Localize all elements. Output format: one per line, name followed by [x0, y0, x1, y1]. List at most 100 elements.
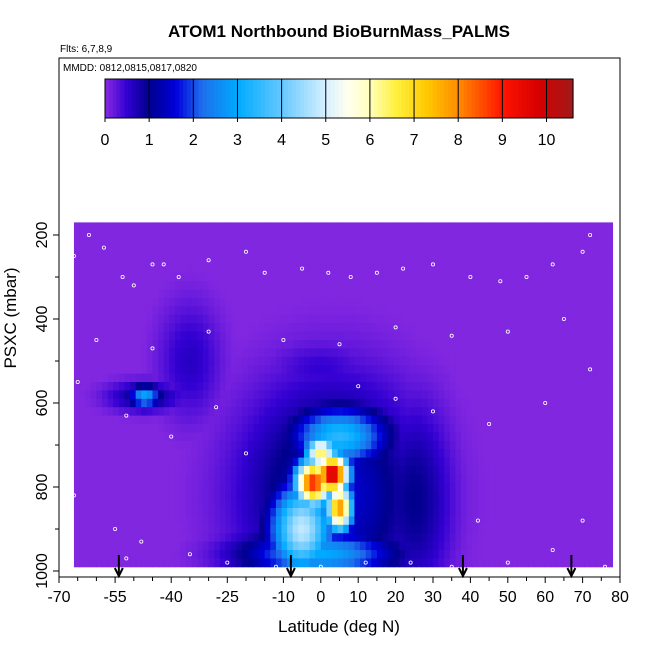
- heatmap-cell: [197, 373, 204, 383]
- heatmap-cell: [365, 474, 372, 484]
- heatmap-cell: [416, 424, 423, 433]
- heatmap-cell: [427, 415, 434, 425]
- heatmap-cell: [500, 289, 507, 299]
- heatmap-cell: [376, 466, 384, 475]
- heatmap-cell: [477, 541, 484, 551]
- heatmap-cell: [578, 415, 585, 425]
- heatmap-cell: [455, 457, 462, 467]
- heatmap-cell: [528, 272, 535, 282]
- heatmap-cell: [365, 281, 372, 291]
- heatmap-cell: [309, 314, 316, 324]
- heatmap-cell: [556, 239, 563, 249]
- heatmap-cell: [158, 298, 165, 307]
- heatmap-cell: [371, 222, 378, 232]
- heatmap-cell: [264, 382, 271, 391]
- heatmap-cell: [275, 398, 283, 408]
- heatmap-cell: [73, 264, 81, 274]
- heatmap-cell: [595, 281, 602, 291]
- heatmap-cell: [85, 306, 92, 316]
- heatmap-cell: [191, 289, 198, 299]
- heatmap-cell: [298, 382, 305, 391]
- heatmap-cell: [348, 558, 355, 568]
- heatmap-cell: [174, 449, 182, 459]
- heatmap-cell: [348, 264, 355, 274]
- heatmap-cell: [197, 533, 204, 543]
- heatmap-cell: [562, 298, 569, 307]
- heatmap-cell: [360, 348, 367, 358]
- heatmap-cell: [500, 390, 507, 400]
- heatmap-cell: [107, 298, 114, 307]
- heatmap-cell: [169, 457, 176, 467]
- heatmap-cell: [219, 382, 226, 391]
- heatmap-cell: [376, 289, 384, 299]
- heatmap-cell: [315, 314, 322, 324]
- heatmap-cell: [388, 398, 395, 408]
- heatmap-cell: [85, 466, 92, 475]
- heatmap-cell: [141, 516, 148, 526]
- heatmap-cell: [601, 314, 608, 324]
- heatmap-cell: [388, 272, 395, 282]
- heatmap-cell: [567, 432, 574, 442]
- heatmap-cell: [455, 356, 462, 366]
- heatmap-cell: [601, 239, 608, 249]
- heatmap-cell: [354, 314, 361, 324]
- heatmap-cell: [382, 524, 389, 534]
- heatmap-cell: [208, 306, 215, 316]
- heatmap-cell: [102, 272, 109, 282]
- heatmap-cell: [505, 298, 513, 307]
- heatmap-cell: [214, 424, 221, 433]
- heatmap-cell: [601, 474, 608, 484]
- heatmap-cell: [562, 466, 569, 475]
- heatmap-cell: [472, 516, 479, 526]
- heatmap-cell: [90, 373, 97, 383]
- heatmap-cell: [545, 415, 552, 425]
- heatmap-cell: [236, 256, 243, 265]
- heatmap-cell: [500, 373, 507, 383]
- heatmap-cell: [348, 365, 355, 375]
- colorbar-swatch: [537, 79, 543, 118]
- heatmap-cell: [562, 264, 569, 274]
- measurement-point: [169, 434, 174, 439]
- heatmap-cell: [130, 247, 137, 257]
- heatmap-cell: [376, 398, 384, 408]
- heatmap-cell: [466, 247, 473, 257]
- heatmap-cell: [337, 499, 344, 509]
- heatmap-cell: [275, 230, 283, 240]
- heatmap-cell: [404, 222, 412, 232]
- heatmap-cell: [113, 247, 120, 257]
- heatmap-cell: [578, 256, 585, 265]
- measurement-point: [72, 253, 77, 258]
- heatmap-cell: [337, 482, 344, 492]
- heatmap-cell: [421, 382, 428, 391]
- heatmap-cell: [281, 348, 288, 358]
- heatmap-cell: [242, 474, 249, 484]
- heatmap-cell: [573, 516, 580, 526]
- heatmap-cell: [73, 272, 81, 282]
- heatmap-cell: [124, 482, 131, 492]
- heatmap-cell: [236, 264, 243, 274]
- heatmap-cell: [225, 306, 232, 316]
- heatmap-cell: [360, 398, 367, 408]
- heatmap-cell: [191, 348, 198, 358]
- heatmap-cell: [472, 558, 479, 568]
- heatmap-cell: [483, 365, 490, 375]
- heatmap-cell: [264, 298, 271, 307]
- heatmap-cell: [102, 558, 109, 568]
- heatmap-cell: [163, 466, 170, 475]
- heatmap-cell: [533, 466, 541, 475]
- heatmap-cell: [253, 382, 260, 391]
- heatmap-cell: [500, 348, 507, 358]
- heatmap-cell: [522, 508, 529, 517]
- heatmap-cell: [90, 314, 97, 324]
- heatmap-cell: [455, 230, 462, 240]
- heatmap-cell: [354, 482, 361, 492]
- heatmap-cell: [455, 222, 462, 232]
- heatmap-cell: [202, 440, 210, 450]
- heatmap-cell: [444, 289, 451, 299]
- heatmap-cell: [388, 382, 395, 391]
- heatmap-cell: [124, 314, 131, 324]
- heatmap-cell: [79, 390, 86, 400]
- heatmap-cell: [590, 415, 597, 425]
- heatmap-cell: [556, 533, 563, 543]
